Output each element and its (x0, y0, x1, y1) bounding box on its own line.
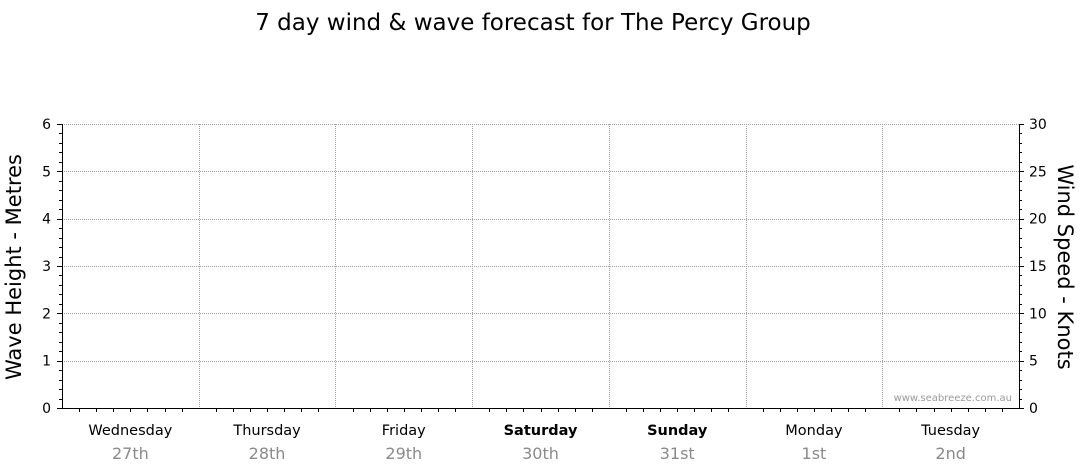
watermark-text: www.seabreeze.com.au (894, 393, 1012, 404)
left-axis-label: Wave Height - Metres (2, 154, 26, 380)
right-tick-label: 20 (1029, 212, 1047, 228)
left-tick-label: 6 (42, 117, 51, 133)
chart-title: 7 day wind & wave forecast for The Percy… (255, 10, 811, 36)
right-tick-label: 25 (1029, 164, 1047, 180)
date-label: 27th (112, 444, 149, 463)
left-tick-label: 5 (42, 164, 51, 180)
right-tick-label: 0 (1029, 401, 1038, 417)
date-label: 1st (802, 444, 827, 463)
date-label: 29th (385, 444, 422, 463)
day-label: Sunday (647, 423, 708, 439)
right-tick-label: 10 (1029, 306, 1047, 322)
right-tick-label: 30 (1029, 117, 1047, 133)
axis-layer (62, 124, 1020, 412)
right-tick-label: 15 (1029, 259, 1047, 275)
left-tick-label: 4 (42, 212, 51, 228)
day-label: Wednesday (88, 423, 172, 439)
date-label: 2nd (935, 444, 965, 463)
right-tick-label: 5 (1029, 354, 1038, 370)
left-axis-ticks: 0 1 2 3 4 5 6 (42, 117, 62, 417)
day-labels: Wednesday 27th Thursday 28th Friday 29th Satur… (88, 423, 980, 463)
day-label: Saturday (504, 423, 578, 439)
day-label: Thursday (232, 423, 301, 439)
right-axis-label: Wind Speed - Knots (1053, 164, 1077, 369)
day-label: Tuesday (920, 423, 980, 439)
date-label: 28th (249, 444, 286, 463)
left-tick-label: 3 (42, 259, 51, 275)
left-tick-label: 1 (42, 354, 51, 370)
date-label: 31st (660, 444, 695, 463)
right-axis-ticks: 0 5 10 15 20 25 30 (1019, 117, 1047, 417)
left-tick-label: 2 (42, 306, 51, 322)
date-label: 30th (522, 444, 559, 463)
left-tick-label: 0 (42, 401, 51, 417)
day-label: Friday (382, 423, 426, 439)
grid-layer (62, 124, 1019, 408)
day-label: Monday (785, 423, 843, 439)
